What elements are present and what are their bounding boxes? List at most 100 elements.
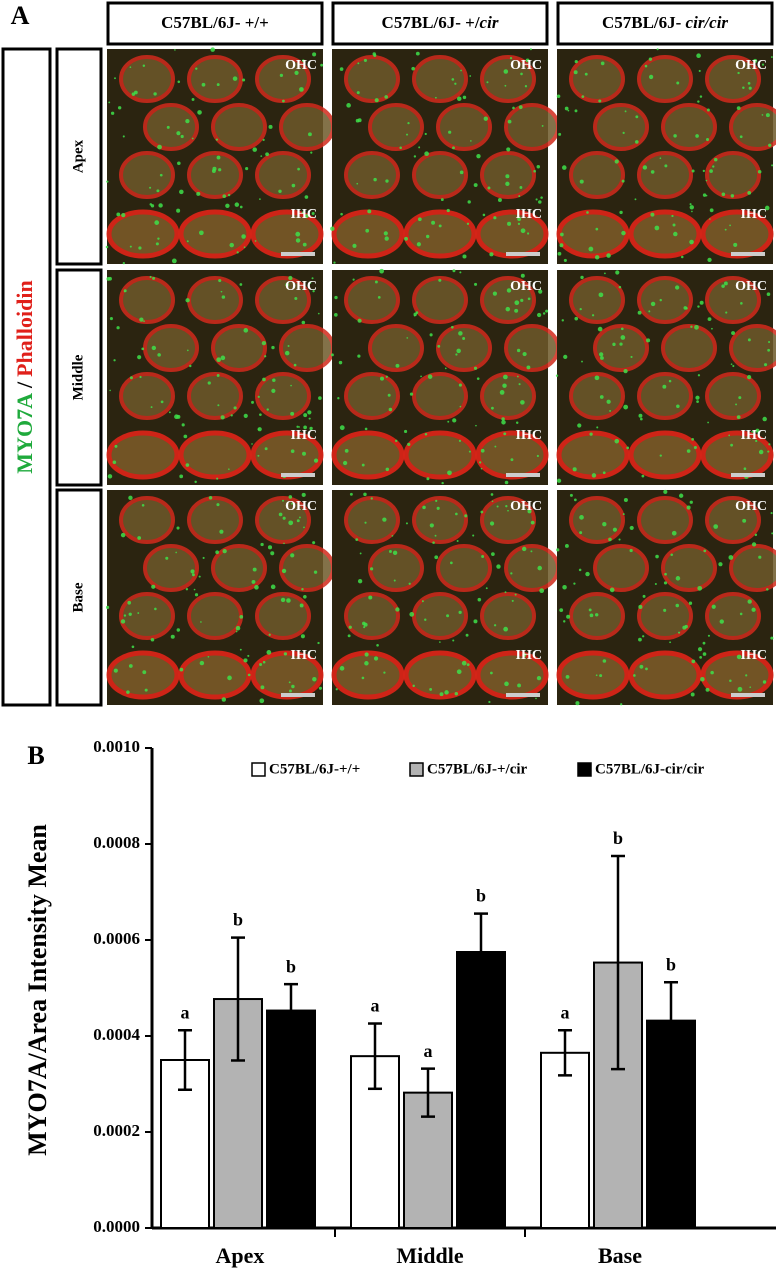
green-dot: [243, 658, 248, 663]
green-dot: [257, 395, 260, 398]
inner-hair-cell: [178, 209, 252, 259]
green-dot: [758, 449, 764, 455]
green-dot: [304, 214, 309, 219]
green-dot: [458, 610, 462, 614]
green-dot: [271, 388, 276, 393]
green-dot: [355, 118, 360, 123]
green-dot: [303, 594, 307, 599]
green-dot: [535, 198, 538, 201]
green-dot: [642, 635, 645, 638]
green-dot: [239, 205, 243, 209]
hair-cell: [119, 592, 175, 640]
green-dot: [730, 443, 734, 447]
green-dot: [691, 659, 696, 664]
green-dot: [758, 555, 762, 559]
green-dot: [694, 324, 699, 330]
green-dot: [268, 124, 273, 129]
hair-cell: [187, 55, 243, 103]
green-dot: [494, 445, 497, 448]
green-dot: [751, 607, 756, 612]
green-dot: [254, 240, 257, 242]
green-dot: [697, 100, 700, 103]
green-dot: [160, 400, 164, 404]
green-dot: [243, 413, 248, 418]
green-dot: [112, 460, 117, 465]
green-dot: [476, 153, 481, 159]
green-dot: [737, 686, 743, 692]
green-dot: [339, 666, 345, 671]
scale-bar: [506, 473, 540, 477]
green-dot: [770, 56, 773, 59]
green-dot: [245, 166, 249, 171]
green-dot: [426, 477, 430, 481]
green-dot: [691, 437, 695, 441]
green-dot: [288, 520, 294, 526]
hair-cell: [637, 151, 693, 199]
green-dot: [510, 458, 514, 462]
green-dot: [681, 255, 684, 259]
green-dot: [126, 690, 130, 694]
green-dot: [656, 48, 659, 51]
green-dot: [603, 272, 606, 275]
green-dot: [588, 246, 594, 252]
hair-cell: [187, 592, 243, 640]
green-dot: [194, 480, 197, 484]
green-dot: [422, 505, 426, 510]
green-dot: [538, 200, 542, 204]
green-dot: [458, 331, 463, 336]
green-dot: [439, 641, 441, 643]
green-dot: [771, 164, 774, 167]
green-dot: [297, 167, 300, 171]
green-dot: [131, 92, 136, 96]
green-dot: [493, 624, 497, 627]
green-dot: [618, 538, 621, 541]
hair-cell: [569, 151, 625, 199]
green-dot: [770, 636, 774, 640]
green-dot: [189, 364, 192, 368]
green-dot: [507, 221, 512, 226]
green-dot: [654, 582, 657, 586]
green-dot: [165, 556, 169, 560]
inner-hair-cell: [628, 209, 702, 259]
green-dot: [659, 454, 662, 457]
green-dot: [385, 467, 390, 472]
green-dot: [373, 656, 379, 661]
green-dot: [312, 677, 317, 682]
green-dot: [527, 297, 531, 301]
green-dot: [116, 326, 120, 330]
hair-cell: [279, 324, 335, 372]
green-dot: [595, 227, 599, 231]
hair-cell: [344, 276, 400, 324]
green-dot: [357, 318, 362, 323]
green-dot: [670, 553, 673, 557]
scale-bar: [281, 473, 315, 477]
green-dot: [698, 69, 701, 73]
green-dot: [157, 237, 160, 240]
green-dot: [595, 674, 598, 677]
green-dot: [572, 467, 577, 472]
hair-cell: [480, 592, 536, 640]
green-dot: [490, 493, 494, 496]
green-dot: [462, 254, 467, 259]
green-dot: [487, 186, 491, 190]
header-part: C57BL/6J- +/+: [161, 13, 269, 32]
green-dot: [663, 608, 667, 612]
green-dot: [529, 48, 532, 51]
green-dot: [177, 161, 181, 166]
green-dot: [648, 57, 653, 61]
green-dot: [574, 109, 578, 113]
green-dot: [220, 355, 226, 361]
green-dot: [615, 270, 620, 275]
green-dot: [638, 637, 642, 642]
hair-cell: [480, 372, 536, 420]
green-dot: [689, 500, 693, 504]
green-dot: [514, 300, 520, 306]
green-dot: [199, 660, 205, 666]
green-dot: [504, 591, 507, 594]
green-dot: [738, 396, 742, 400]
green-dot: [190, 569, 195, 574]
green-dot: [480, 448, 485, 453]
green-dot: [623, 497, 628, 502]
inner-hair-cell: [331, 650, 405, 700]
green-dot: [420, 375, 422, 378]
